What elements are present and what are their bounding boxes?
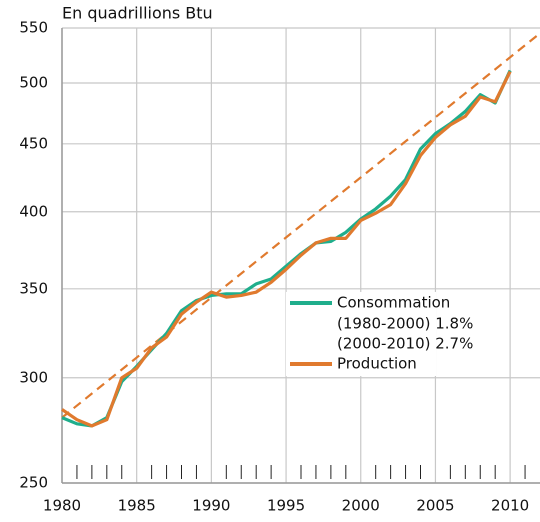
y-tick-label: 350: [19, 279, 48, 297]
x-tick-label: 1985: [118, 497, 156, 515]
x-tick-label: 1990: [192, 497, 230, 515]
y-tick-label: 550: [19, 19, 48, 37]
x-tick-label: 2010: [491, 497, 529, 515]
x-tick-label: 2005: [416, 497, 454, 515]
y-tick-label: 500: [19, 74, 48, 92]
y-tick-label: 400: [19, 202, 48, 220]
y-tick-label: 300: [19, 368, 48, 386]
legend: Consommation (1980-2000) 1.8% (2000-2010) …: [286, 292, 473, 376]
reference-line: [61, 32, 540, 419]
x-tick-label: 1995: [267, 497, 305, 515]
chart-title: En quadrillions Btu: [62, 4, 213, 23]
legend-note: (2000-2010) 2.7%: [337, 335, 473, 353]
legend-label: Consommation: [337, 294, 450, 312]
x-tick-label: 1980: [43, 497, 81, 515]
y-tick-label: 250: [19, 474, 48, 492]
series-line: [61, 70, 512, 428]
legend-note: (1980-2000) 1.8%: [337, 315, 473, 333]
y-tick-label: 450: [19, 134, 48, 152]
x-tick-label: 2000: [342, 497, 380, 515]
legend-label: Production: [337, 355, 417, 373]
